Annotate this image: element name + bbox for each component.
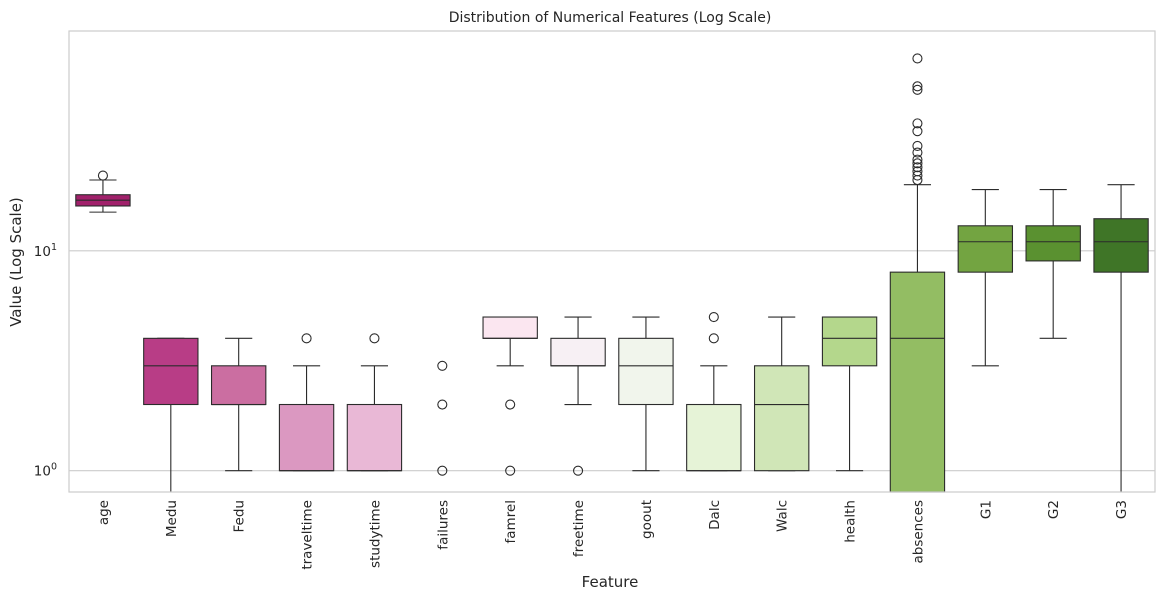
- box-g3: [1093, 184, 1149, 492]
- y-tick-base: 10: [34, 244, 51, 260]
- box-walc: [753, 316, 810, 472]
- box-g2: [1025, 189, 1081, 339]
- x-tick-label: Walc: [775, 500, 791, 532]
- box-medu: [143, 337, 199, 492]
- outlier-point: [437, 399, 448, 410]
- iqr-box: [210, 365, 267, 406]
- outlier-point: [912, 166, 923, 177]
- x-tick-label: studytime: [367, 500, 383, 568]
- outlier-point: [912, 147, 923, 158]
- x-tick-label: traveltime: [300, 500, 316, 570]
- y-tick-base: 10: [34, 464, 51, 480]
- x-tick-label: G3: [1114, 500, 1130, 519]
- iqr-box: [753, 365, 810, 472]
- outlier-point: [97, 170, 108, 181]
- outlier-point: [912, 154, 923, 165]
- box-famrel: [482, 316, 538, 476]
- iqr-box: [957, 225, 1014, 273]
- x-tick-label: famrel: [503, 500, 519, 544]
- x-tick-label: Fedu: [232, 500, 248, 532]
- grid-lines: [69, 250, 1155, 472]
- iqr-box: [889, 271, 946, 493]
- box-goout: [618, 316, 674, 472]
- iqr-box: [1093, 218, 1149, 273]
- iqr-box: [346, 403, 403, 472]
- box-failures: [437, 360, 448, 476]
- x-tick-label: absences: [910, 500, 926, 564]
- x-tick-label: Medu: [164, 500, 180, 537]
- iqr-box: [143, 337, 199, 406]
- y-tick-label: 101: [34, 242, 57, 260]
- outlier-point: [912, 140, 923, 152]
- outlier-point: [437, 465, 448, 476]
- outlier-point: [708, 311, 719, 323]
- box-absences: [889, 53, 946, 493]
- outlier-point: [912, 162, 923, 173]
- outlier-point: [505, 465, 516, 476]
- x-tick-label: health: [843, 500, 859, 543]
- outlier-point: [437, 360, 448, 371]
- x-tick-label: freetime: [571, 500, 587, 557]
- outlier-point: [912, 81, 923, 92]
- box-studytime: [346, 333, 403, 472]
- x-tick-label: age: [96, 500, 112, 525]
- box-age: [75, 170, 131, 213]
- y-tick-label: 100: [34, 462, 57, 480]
- box-fedu: [210, 337, 267, 472]
- y-tick-exponent: 1: [51, 242, 57, 253]
- box-traveltime: [278, 333, 335, 472]
- iqr-box: [686, 403, 742, 472]
- iqr-box: [821, 316, 878, 367]
- box-g1: [957, 189, 1014, 367]
- y-tick-exponent: 0: [51, 462, 57, 473]
- x-tick-label: G1: [978, 500, 994, 519]
- outlier-point: [912, 158, 923, 169]
- x-tick-label: Dalc: [707, 500, 723, 530]
- outlier-point: [912, 53, 923, 64]
- outlier-point: [573, 465, 584, 476]
- plot-frame: [68, 30, 1156, 493]
- x-tick-label: failures: [435, 500, 451, 550]
- outlier-point: [505, 399, 516, 410]
- box-health: [821, 316, 878, 472]
- chart-title: Distribution of Numerical Features (Log …: [449, 10, 772, 26]
- outlier-point: [301, 333, 312, 344]
- y-axis-label: Value (Log Scale): [7, 197, 25, 327]
- x-tick-label: G2: [1046, 500, 1062, 519]
- x-axis-ticks: age Medu Fedu traveltime studytime failures fa…: [96, 500, 1130, 570]
- box-freetime: [550, 316, 606, 476]
- plot-area: [75, 53, 1149, 493]
- iqr-box: [482, 316, 538, 339]
- outlier-point: [708, 333, 719, 344]
- iqr-box: [618, 337, 674, 406]
- outlier-point: [912, 126, 923, 137]
- x-axis-label: Feature: [582, 573, 639, 591]
- iqr-box: [1025, 225, 1081, 262]
- iqr-box: [278, 403, 335, 472]
- iqr-box: [550, 337, 606, 367]
- outlier-point: [912, 84, 923, 95]
- x-tick-label: goout: [639, 500, 655, 539]
- box-dalc: [686, 311, 742, 472]
- outlier-point: [369, 333, 380, 344]
- outlier-point: [912, 170, 923, 181]
- outlier-point: [912, 118, 923, 129]
